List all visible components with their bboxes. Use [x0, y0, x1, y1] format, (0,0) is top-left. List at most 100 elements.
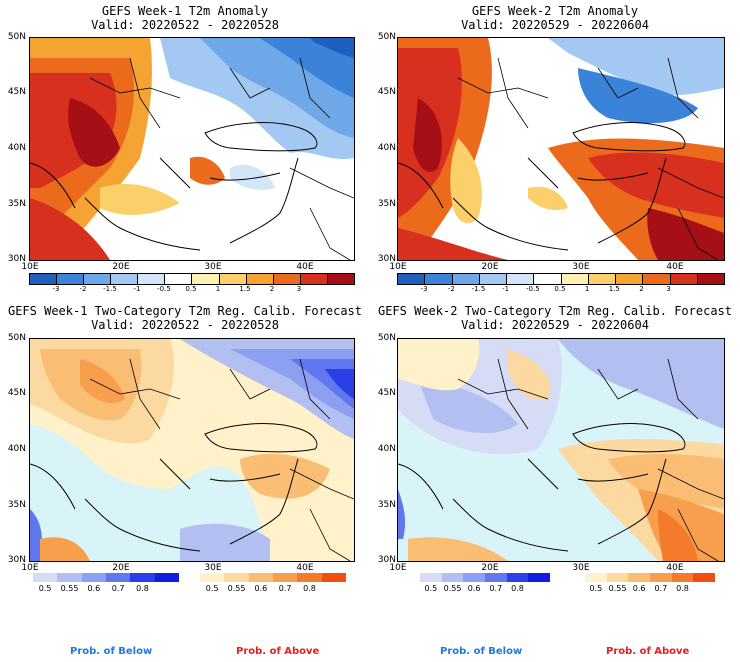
lon-label: 40E [666, 563, 684, 573]
lat-label: 50N [7, 333, 26, 343]
colorbar-tick-label: 1 [584, 285, 590, 293]
prob-swatch [33, 573, 58, 582]
map-area [29, 37, 355, 261]
map-area [397, 37, 725, 261]
colorbar-swatch [697, 274, 724, 284]
lon-label: 10E [21, 563, 39, 573]
colorbar-swatch [670, 274, 698, 284]
anomaly-colorbar-labels: -3 -2 -1.5 -1 -0.5 0.5 1 1.5 2 3 [29, 285, 353, 295]
prob-tick-label: 0.55 [443, 584, 462, 593]
prob-swatch [57, 573, 82, 582]
prob-tick-label: 0.7 [654, 584, 668, 593]
prob-swatch [485, 573, 507, 582]
prob-swatch [272, 573, 298, 582]
colorbar-swatch [246, 274, 274, 284]
lat-label: 30N [7, 254, 26, 264]
lon-label: 10E [389, 563, 407, 573]
colorbar-swatch [643, 274, 671, 284]
colorbar-tick-label: -1 [502, 285, 510, 293]
colorbar-tick-label: -2 [79, 285, 87, 293]
colorbar-tick-label: -1 [133, 285, 141, 293]
colorbar-swatch [588, 274, 616, 284]
colorbar-tick-label: 3 [666, 285, 671, 293]
lon-label: 40E [666, 262, 684, 272]
prob-swatch [81, 573, 106, 582]
panel-week1-probability: GEFS Week-1 Two-Category T2m Reg. Calib.… [0, 300, 370, 600]
legend-prob-above: Prob. of Above [236, 646, 320, 657]
prob-swatch [248, 573, 273, 582]
prob-above-colorbar [585, 573, 716, 582]
probability-map-week1 [30, 339, 354, 561]
lon-label: 30E [572, 563, 590, 573]
colorbar-swatch [165, 274, 193, 284]
prob-swatch [693, 573, 716, 582]
anomaly-colorbar-labels: -3 -2 -1.5 -1 -0.5 0.5 1 1.5 2 3 [397, 285, 723, 295]
prob-tick-label: 0.5 [205, 584, 219, 593]
colorbar-swatch [452, 274, 480, 284]
prob-swatch [105, 573, 131, 582]
panel-valid-dates: Valid: 20220529 - 20220604 [461, 18, 649, 32]
prob-tick-label: 0.55 [60, 584, 79, 593]
prob-below-labels: 0.5 0.55 0.6 0.7 0.8 [33, 584, 179, 594]
prob-swatch [585, 573, 607, 582]
prob-tick-label: 0.8 [511, 584, 524, 593]
lat-label: 35N [7, 500, 26, 510]
lon-label: 40E [296, 262, 314, 272]
prob-above-colorbar [200, 573, 346, 582]
lat-label: 40N [7, 444, 26, 454]
anomaly-map-week2 [398, 38, 724, 260]
colorbar-tick-label: -1.5 [103, 285, 117, 293]
prob-tick-label: 0.7 [278, 584, 292, 593]
colorbar-tick-label: -3 [52, 285, 60, 293]
prob-tick-label: 0.5 [38, 584, 52, 593]
prob-above-labels: 0.5 0.55 0.6 0.7 0.8 [585, 584, 715, 594]
prob-swatch [420, 573, 442, 582]
colorbar-swatch [57, 274, 85, 284]
lat-label: 40N [7, 143, 26, 153]
prob-tick-label: 0.5 [424, 584, 438, 593]
colorbar-tick-label: -0.5 [157, 285, 171, 293]
lat-label: 35N [377, 500, 396, 510]
panel-title: GEFS Week-1 Two-Category T2m Reg. Calib.… [7, 304, 362, 318]
prob-above-labels: 0.5 0.55 0.6 0.7 0.8 [200, 584, 346, 594]
prob-swatch [130, 573, 155, 582]
panel-title: GEFS Week-1 T2m Anomaly [101, 4, 269, 18]
prob-tick-label: 0.7 [111, 584, 125, 593]
panel-week2-probability: GEFS Week-2 Two-Category T2m Reg. Calib.… [370, 300, 740, 600]
prob-swatch [528, 573, 551, 582]
lat-label: 40N [377, 143, 396, 153]
prob-swatch [628, 573, 651, 582]
lon-label: 30E [204, 262, 222, 272]
colorbar-tick-label: -1.5 [471, 285, 486, 293]
colorbar-tick-label: 1.5 [608, 285, 620, 293]
prob-swatch [200, 573, 225, 582]
colorbar-swatch [616, 274, 644, 284]
prob-swatch [506, 573, 529, 582]
prob-swatch [650, 573, 672, 582]
prob-tick-label: 0.8 [676, 584, 689, 593]
panel-valid-dates: Valid: 20220522 - 20220528 [91, 18, 279, 32]
legend-prob-below: Prob. of Below [440, 646, 523, 657]
colorbar-tick-label: 3 [296, 285, 302, 293]
prob-swatch [321, 573, 346, 582]
colorbar-swatch [300, 274, 328, 284]
anomaly-map-week1 [30, 38, 354, 260]
lat-label: 30N [377, 254, 396, 264]
colorbar-swatch [30, 274, 58, 284]
prob-tick-label: 0.5 [589, 584, 603, 593]
lon-label: 10E [21, 262, 39, 272]
map-area [397, 338, 725, 562]
colorbar-swatch [534, 274, 562, 284]
lon-label: 20E [112, 262, 130, 272]
prob-tick-label: 0.8 [136, 584, 149, 593]
prob-below-colorbar [420, 573, 551, 582]
legend-prob-below: Prob. of Below [70, 646, 153, 657]
panel-title: GEFS Week-2 Two-Category T2m Reg. Calib.… [377, 304, 732, 318]
panel-title: GEFS Week-2 T2m Anomaly [471, 4, 639, 18]
anomaly-colorbar [397, 273, 725, 285]
panel-valid-dates: Valid: 20220529 - 20220604 [461, 318, 649, 332]
panel-week1-anomaly: GEFS Week-1 T2m Anomaly Valid: 20220522 … [0, 0, 370, 300]
colorbar-swatch [479, 274, 507, 284]
colorbar-tick-label: 2 [639, 285, 644, 293]
prob-tick-label: 0.55 [608, 584, 627, 593]
